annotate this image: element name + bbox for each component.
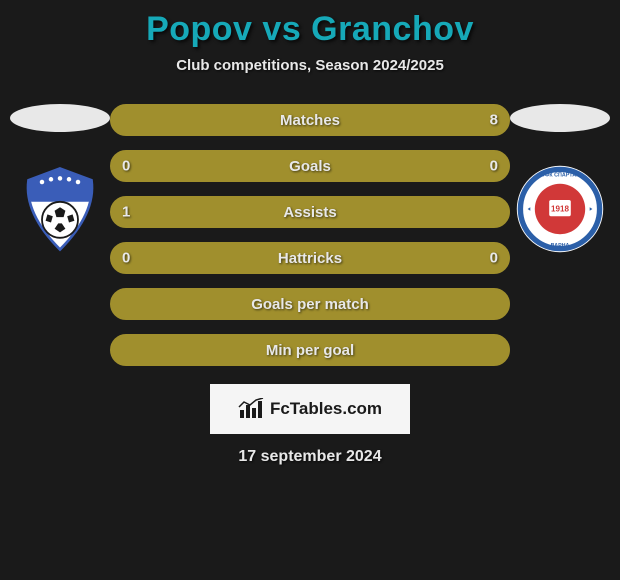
stat-row-goals: 0 Goals 0 [110,150,510,182]
stat-value-right: 0 [490,158,498,175]
stat-row-matches: Matches 8 [110,104,510,136]
svg-text:ОФК СПАРТАК: ОФК СПАРТАК [541,173,581,179]
stat-value-left: 1 [122,204,130,221]
stats-area: 1918 ОФК СПАРТАК ВАРНА Matches 8 0 Goals [0,104,620,466]
chart-icon [238,398,264,420]
stat-value-right: 8 [490,112,498,129]
stat-row-assists: 1 Assists [110,196,510,228]
stat-label: Goals [289,158,331,175]
stat-label: Hattricks [278,250,342,267]
stat-label: Goals per match [251,296,369,313]
comparison-card: Popov vs Granchov Club competitions, Sea… [0,0,620,466]
circle-badge-icon: 1918 ОФК СПАРТАК ВАРНА [515,164,605,254]
stat-row-min-per-goal: Min per goal [110,334,510,366]
brand-name: FcTables.com [270,399,382,419]
stat-label: Matches [280,112,340,129]
page-subtitle: Club competitions, Season 2024/2025 [0,57,620,74]
stat-row-hattricks: 0 Hattricks 0 [110,242,510,274]
stat-label: Min per goal [266,342,354,359]
player-avatar-right [510,104,610,132]
club-badge-left [15,164,105,254]
stat-value-right: 0 [490,250,498,267]
page-title: Popov vs Granchov [0,10,620,49]
brand-box[interactable]: FcTables.com [210,384,410,434]
stat-label: Assists [283,204,336,221]
stat-value-left: 0 [122,158,130,175]
stat-row-goals-per-match: Goals per match [110,288,510,320]
stat-value-left: 0 [122,250,130,267]
player-avatar-left [10,104,110,132]
shield-icon [15,164,105,254]
club-badge-right: 1918 ОФК СПАРТАК ВАРНА [515,164,605,254]
svg-text:1918: 1918 [551,205,569,214]
stat-rows: Matches 8 0 Goals 0 1 Assists 0 Hattrick… [110,104,510,366]
date-text: 17 september 2024 [10,448,610,466]
svg-text:ВАРНА: ВАРНА [551,243,570,249]
